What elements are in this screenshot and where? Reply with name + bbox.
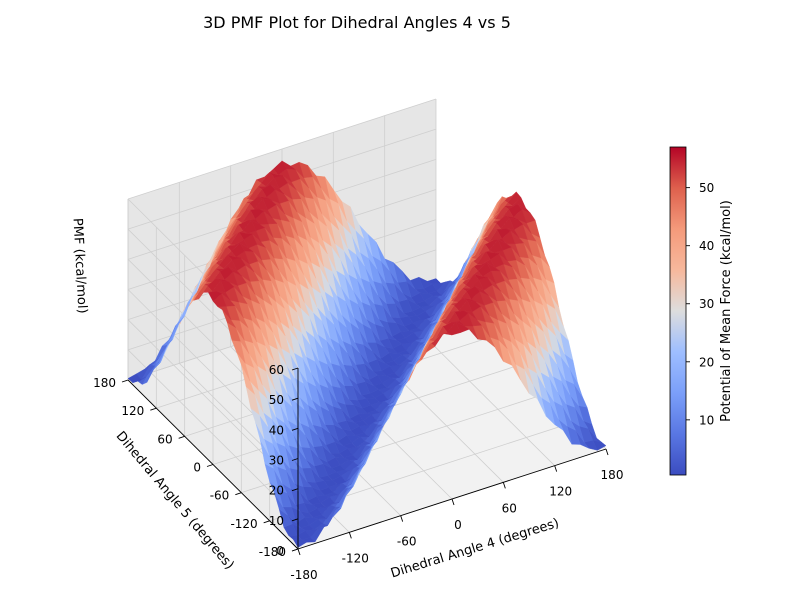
y-tick-label: 180 (93, 376, 116, 390)
x-tick-label: -180 (290, 568, 317, 582)
x-tick-label: 60 (502, 501, 517, 515)
grid-z-left (127, 349, 299, 520)
x-tick-mark (297, 548, 301, 556)
z-tick-mark (291, 397, 299, 401)
y-tick-mark (235, 492, 242, 496)
colorbar-tick-label: 40 (699, 239, 714, 253)
y-tick-mark (121, 379, 129, 383)
y-tick-mark (178, 435, 185, 439)
x-tick-mark (348, 532, 352, 539)
colorbar-ticks: 10 20 30 40 50 (686, 181, 714, 427)
colorbar: 10 20 30 40 50 Potential of Mean Force (kcal… (669, 146, 734, 476)
pmf-surface (127, 160, 607, 548)
z-tick-label: 60 (269, 363, 284, 377)
y-tick-label: 60 (157, 432, 172, 446)
surface-patch (127, 373, 142, 383)
x-tick-mark (400, 515, 404, 522)
y-tick-mark (150, 407, 157, 411)
z-tick-label: 30 (269, 454, 284, 468)
z-tick-label: 50 (269, 393, 284, 407)
grid-z-back (127, 98, 437, 200)
x-tick-label: 120 (549, 485, 572, 499)
axis-ticks: -180-120-60060120180-180-120-60060120180… (93, 363, 623, 582)
z-tick-label: 0 (276, 544, 284, 558)
z-tick-mark (291, 367, 299, 371)
chart-title: 3D PMF Plot for Dihedral Angles 4 vs 5 (203, 13, 511, 32)
x-tick-label: 180 (601, 468, 624, 482)
z-axis-label: PMF (kcal/mol) (70, 218, 90, 314)
z-tick-label: 40 (269, 423, 284, 437)
x-tick-mark (502, 482, 506, 489)
z-tick-mark (291, 458, 299, 461)
x-tick-mark (451, 498, 455, 506)
z-tick-mark (291, 427, 299, 431)
colorbar-tick-label: 30 (699, 297, 714, 311)
colorbar-label: Potential of Mean Force (kcal/mol) (719, 200, 734, 422)
colorbar-tick-label: 10 (699, 413, 714, 427)
z-tick-mark (291, 518, 299, 522)
x-tick-mark (605, 448, 609, 456)
x-tick-label: 0 (454, 518, 462, 532)
x-tick-label: -120 (342, 551, 369, 565)
y-tick-label: -60 (210, 489, 230, 503)
y-tick-label: 120 (121, 404, 144, 418)
z-tick-mark (291, 548, 299, 552)
y-tick-label: -120 (230, 517, 257, 531)
colorbar-gradient (669, 146, 687, 476)
y-tick-label: 0 (193, 461, 201, 475)
x-tick-label: -60 (397, 535, 417, 549)
z-tick-label: 20 (269, 484, 284, 498)
z-tick-label: 10 (269, 514, 284, 528)
colorbar-tick-label: 50 (699, 181, 714, 195)
z-tick-mark (291, 488, 299, 492)
y-tick-label: -180 (259, 545, 286, 559)
colorbar-tick-label: 20 (699, 355, 714, 369)
x-tick-mark (554, 465, 558, 472)
y-tick-mark (263, 520, 270, 524)
y-tick-mark (206, 464, 214, 467)
